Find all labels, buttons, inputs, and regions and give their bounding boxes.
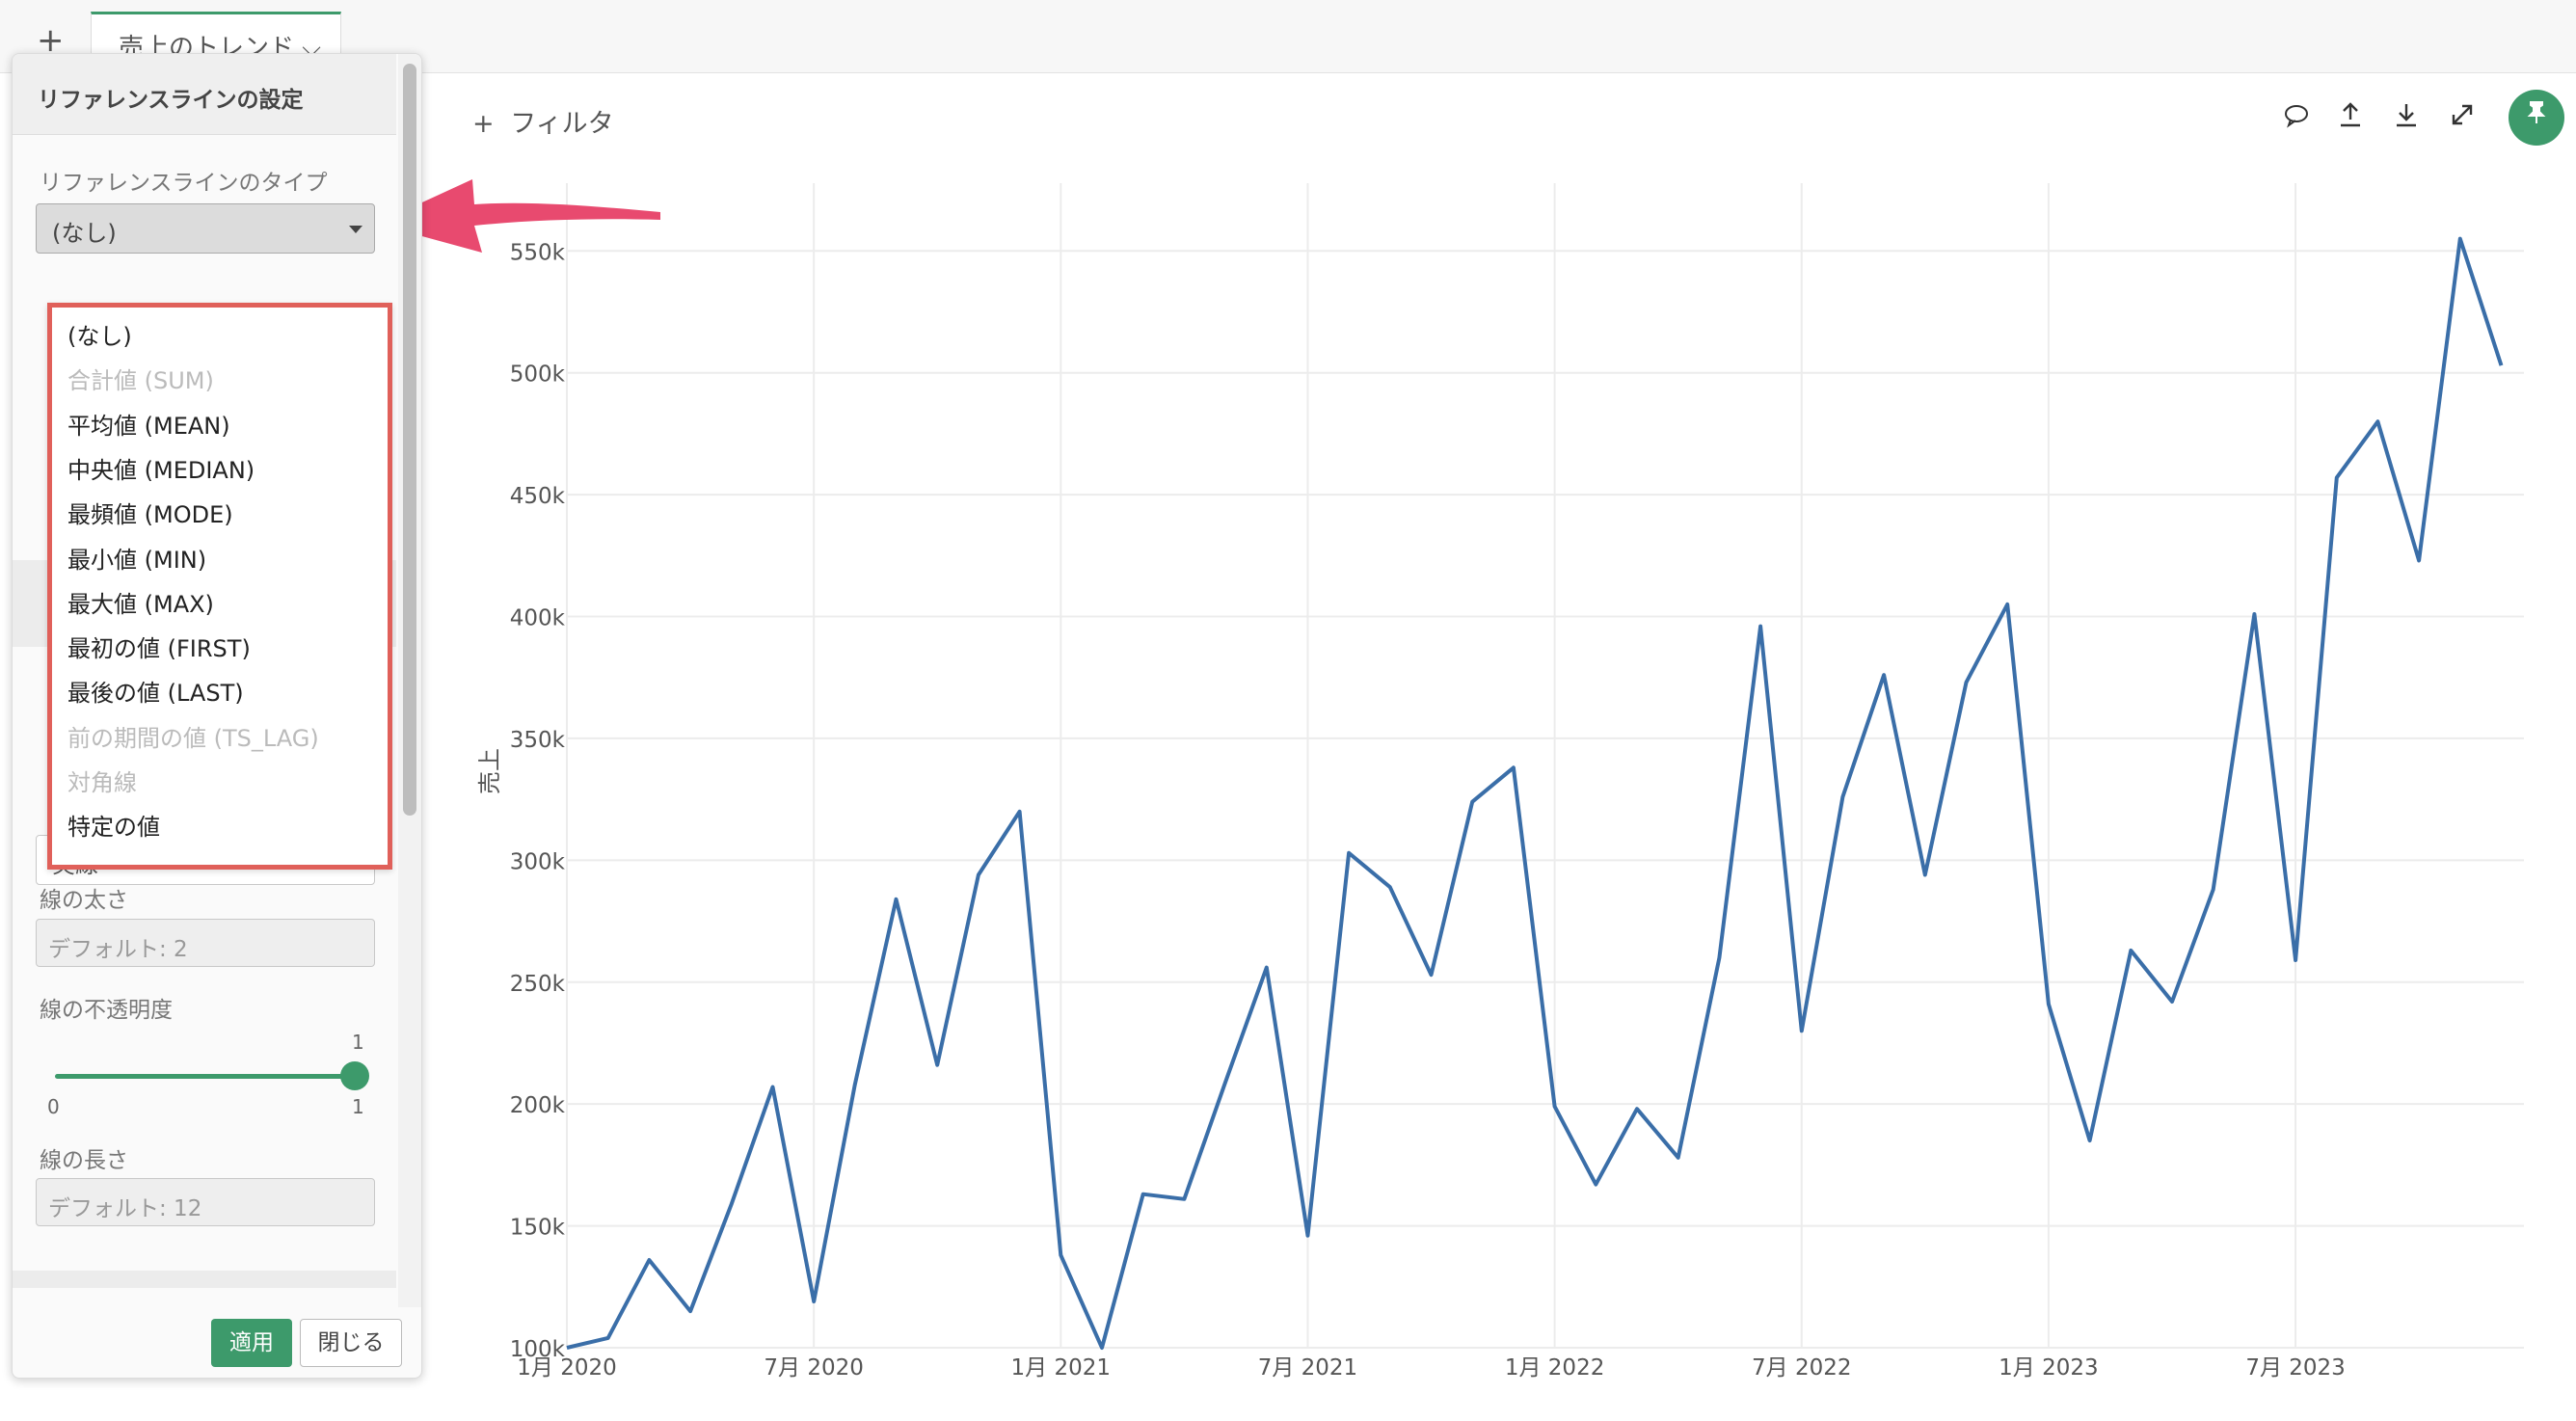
opacity-slider-track[interactable] (55, 1074, 356, 1079)
upload-icon[interactable] (2333, 100, 2368, 135)
dropdown-option: 対角線 (67, 769, 137, 796)
upload-icon-svg (2341, 102, 2360, 127)
dropdown-option[interactable]: 最初の値 (FIRST) (67, 635, 251, 663)
dropdown-option[interactable]: 最頻値 (MODE) (67, 501, 233, 529)
download-icon[interactable] (2389, 100, 2424, 135)
sales-series-line (566, 236, 2504, 1350)
reference-line-settings-panel: リファレンスラインの設定 リファレンスラインのタイプ (なし) 実線 線の太さ … (12, 53, 422, 1379)
plus-icon: + (472, 109, 495, 139)
pin-button[interactable] (2509, 90, 2564, 146)
y-tick-label: 400k (510, 606, 566, 631)
x-tick-label: 1月 2020 (517, 1355, 616, 1381)
dropdown-option[interactable]: 最小値 (MIN) (67, 546, 207, 574)
line-width-label: 線の太さ (40, 888, 128, 913)
y-axis-label: 売上 (476, 748, 503, 794)
line-width-input[interactable]: デフォルト: 2 (36, 919, 375, 967)
x-tick-label: 7月 2021 (1258, 1355, 1357, 1381)
filter-button[interactable]: + フィルタ (472, 102, 614, 140)
opacity-min-label: 0 (47, 1095, 60, 1118)
download-icon-svg (2397, 104, 2416, 127)
pin-icon (2527, 101, 2546, 123)
dropdown-option: 合計値 (SUM) (67, 367, 214, 395)
apply-button[interactable]: 適用 (211, 1319, 292, 1367)
opacity-current-value: 1 (352, 1031, 364, 1054)
annotation-arrow (376, 179, 660, 253)
x-tick-label: 7月 2020 (764, 1355, 863, 1381)
x-tick-label: 7月 2023 (2245, 1355, 2345, 1381)
reference-type-value: (なし) (52, 220, 117, 247)
chevron-down-icon (349, 226, 362, 233)
x-tick-label: 1月 2023 (1999, 1355, 2098, 1381)
y-tick-label: 250k (510, 972, 566, 997)
x-tick-label: 1月 2021 (1011, 1355, 1111, 1381)
expand-icon[interactable] (2445, 100, 2480, 135)
dropdown-option[interactable]: (なし) (67, 323, 132, 350)
comment-icon[interactable] (2279, 100, 2314, 135)
opacity-slider-handle[interactable] (340, 1061, 369, 1090)
y-tick-label: 150k (510, 1216, 566, 1241)
expand-icon-svg (2452, 104, 2473, 125)
y-tick-label: 100k (510, 1337, 566, 1362)
reference-type-select[interactable]: (なし) (36, 203, 375, 254)
y-tick-label: 350k (510, 728, 566, 753)
y-tick-label: 450k (510, 484, 566, 509)
dropdown-option[interactable]: 平均値 (MEAN) (67, 412, 230, 440)
close-button[interactable]: 閉じる (300, 1319, 402, 1367)
dropdown-option[interactable]: 特定の値 (67, 814, 160, 842)
chart-grid (566, 183, 2524, 1349)
dropdown-option: 前の期間の値 (TS_LAG) (67, 724, 319, 752)
panel-title: リファレンスラインの設定 (13, 54, 396, 135)
reference-type-dropdown: (なし) 合計値 (SUM) 平均値 (MEAN) 中央値 (MEDIAN) 最頻値 (… (47, 303, 392, 870)
panel-footer-divider (13, 1271, 396, 1288)
dropdown-option[interactable]: 最後の値 (LAST) (67, 680, 244, 708)
x-tick-label: 1月 2022 (1505, 1355, 1604, 1381)
y-tick-label: 500k (510, 362, 566, 388)
filter-label: フィルタ (510, 109, 614, 139)
type-label: リファレンスラインのタイプ (40, 171, 328, 196)
line-length-input[interactable]: デフォルト: 12 (36, 1178, 375, 1226)
line-length-label: 線の長さ (40, 1148, 128, 1173)
panel-scrollbar-thumb[interactable] (403, 64, 416, 816)
x-axis-ticks: 1月 2020 7月 2020 1月 2021 7月 2021 1月 2022 7月 20… (517, 1355, 2346, 1381)
y-tick-label: 200k (510, 1093, 566, 1118)
dropdown-option[interactable]: 最大値 (MAX) (67, 590, 214, 618)
dropdown-option[interactable]: 中央値 (MEDIAN) (67, 456, 255, 484)
y-tick-label: 300k (510, 849, 566, 874)
line-opacity-label: 線の不透明度 (40, 998, 173, 1023)
x-tick-label: 7月 2022 (1752, 1355, 1851, 1381)
opacity-max-label: 1 (352, 1095, 364, 1118)
comment-icon-svg (2285, 105, 2308, 128)
